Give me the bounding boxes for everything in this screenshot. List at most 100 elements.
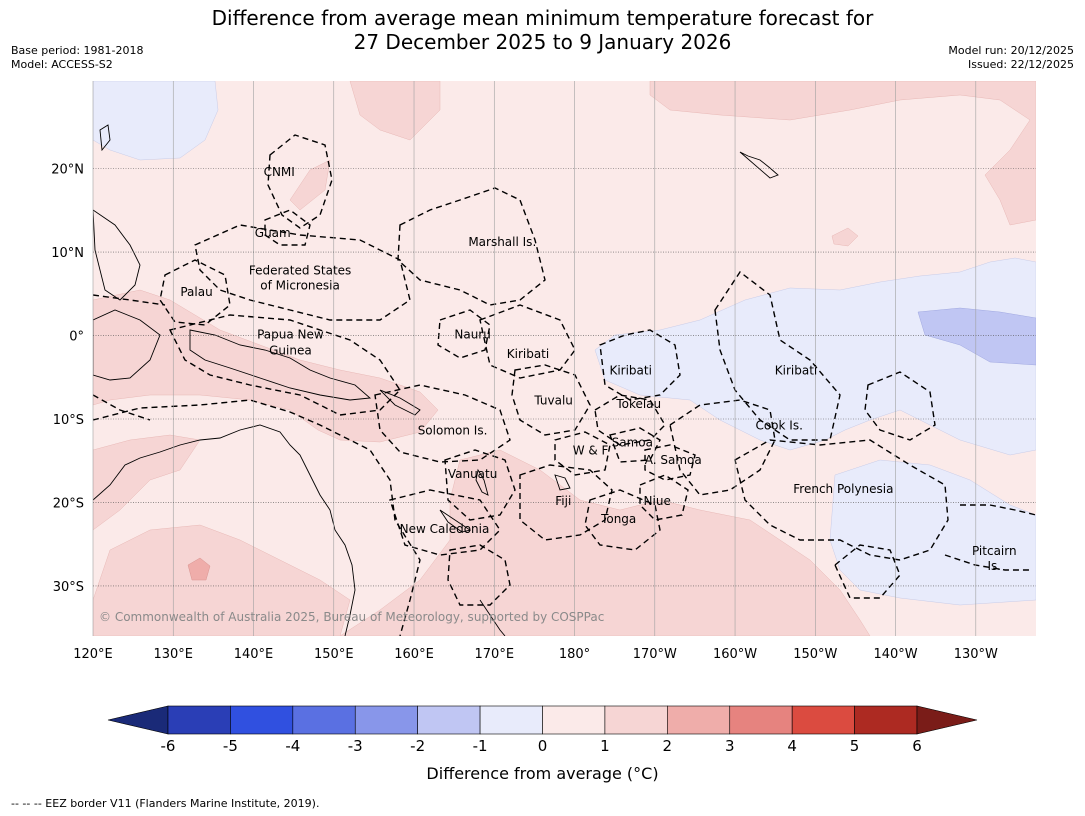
colorbar-cell [542, 705, 606, 735]
colorbar-tick-label: 0 [538, 737, 548, 755]
colorbar-tick-label: -6 [161, 737, 176, 755]
region-label: W & F [573, 444, 609, 458]
region-label: Palau [180, 285, 212, 299]
borneo-coastline [93, 309, 161, 381]
warm-anomaly-area [93, 524, 351, 636]
new-guinea-coastline [189, 329, 372, 401]
region-label: Federated States [249, 263, 351, 277]
colorbar-label: Difference from average (°C) [426, 764, 659, 783]
colorbar-tick-label: 1 [600, 737, 610, 755]
latitude-labels: 20°N 10°N 0° 10°S 20°S 30°S [51, 163, 84, 595]
colorbar-cell [729, 705, 793, 735]
eez-nauru [437, 309, 491, 359]
eez-philippines [93, 294, 166, 306]
colorbar-tick-label: -2 [410, 737, 425, 755]
eez-fiji [519, 464, 613, 541]
warm-anomaly-core [187, 557, 211, 581]
issued-text: Issued: 22/12/2025 [967, 58, 1074, 71]
eez-palau [159, 259, 231, 326]
latitude-tick-label: 10°N [51, 246, 84, 261]
map-title-line2: 27 December 2025 to 9 January 2026 [353, 30, 732, 54]
warm-anomaly-area [289, 159, 331, 211]
region-label: Tokelau [615, 397, 661, 411]
warm-anomaly-area [339, 449, 871, 636]
colorbar-tick-label: 3 [725, 737, 735, 755]
eez-tonga [584, 489, 661, 551]
longitude-tick-label: 170°W [633, 647, 677, 662]
colorbar-tick-label: -4 [285, 737, 300, 755]
eez-pitcairn-south [944, 554, 1030, 571]
eez-french-polynesia-south [834, 544, 901, 599]
model-run-text: Model run: 20/12/2025 [948, 44, 1074, 57]
region-label: Solomon Is. [418, 424, 488, 438]
region-label: of Micronesia [260, 278, 340, 292]
region-label: New Caledonia [400, 522, 490, 536]
region-label: Tonga [600, 512, 636, 526]
longitude-tick-label: 140°W [873, 647, 917, 662]
colorbar-tick-label: -5 [223, 737, 238, 755]
eez-guam [264, 209, 311, 246]
map-title: Difference from average mean minimum tem… [0, 6, 1085, 54]
eez-wallis [554, 431, 611, 476]
colorbar-cell [167, 705, 231, 735]
region-label: Samoa [612, 435, 653, 449]
region-label: Marshall Is. [468, 235, 536, 249]
region-label: Niue [644, 494, 671, 508]
colorbar: -6 -5 -4 -3 -2 -1 0 1 2 3 4 5 6 [107, 705, 978, 755]
longitude-tick-label: 160°W [713, 647, 757, 662]
region-label: Tuvalu [533, 394, 573, 408]
latitude-tick-label: 20°S [53, 496, 84, 511]
colorbar-cell [417, 705, 481, 735]
cool-anomaly-core [917, 307, 1036, 366]
eez-cnmi [267, 134, 333, 229]
new-zealand-coastline [479, 599, 506, 636]
colorbar-tick-label: 5 [850, 737, 860, 755]
longitude-tick-label: 130°W [954, 647, 998, 662]
map-title-line1: Difference from average mean minimum tem… [211, 6, 874, 30]
colorbar-cell [230, 705, 294, 735]
region-label: CNMI [264, 165, 295, 179]
colorbar-cell [292, 705, 356, 735]
longitude-tick-label: 150°W [793, 647, 837, 662]
map-gridlines [92, 81, 1036, 636]
eez-new-caledonia [389, 489, 501, 556]
warm-anomaly-area [649, 81, 1036, 226]
region-label: Guam [255, 226, 291, 240]
eez-legend-note: -- -- -- EEZ border V11 (Flanders Marine… [11, 797, 320, 810]
eez-fsm [194, 224, 411, 321]
region-label: Kiribati [507, 347, 549, 361]
longitude-tick-label: 160°E [394, 647, 434, 662]
taiwan-coastline [99, 124, 111, 152]
anomaly-shading [93, 81, 1036, 636]
eez-australia [93, 399, 421, 636]
solomon-islands-coastline [379, 389, 421, 416]
eez-solomon [374, 384, 511, 463]
cool-anomaly-area [829, 459, 1036, 606]
longitude-tick-label: 150°E [314, 647, 354, 662]
eez-cook [669, 399, 776, 496]
latitude-tick-label: 0° [69, 330, 84, 345]
eez-niue [639, 474, 689, 521]
latitude-tick-label: 20°N [51, 163, 84, 178]
colorbar-min-extend [107, 705, 169, 735]
eez-marshall [397, 187, 546, 306]
coastlines [93, 124, 779, 636]
base-period-text: Base period: 1981-2018 [11, 44, 144, 57]
eez-tuvalu [511, 364, 591, 436]
longitude-tick-label: 180° [559, 647, 590, 662]
eez-pitcairn [960, 504, 1036, 516]
philippines-coastline [93, 209, 141, 301]
region-label: Kiribati [609, 364, 651, 378]
longitude-tick-label: 120°E [73, 647, 113, 662]
colorbar-cell [667, 705, 731, 735]
eez-kiribati-phoenix [599, 329, 681, 401]
new-caledonia-coastline [439, 509, 472, 533]
colorbar-max-extend [916, 705, 978, 735]
colorbar-cell [791, 705, 855, 735]
colorbar-tick-label: -1 [473, 737, 488, 755]
warm-anomaly-area [93, 289, 439, 443]
region-label: Pitcairn [972, 544, 1017, 558]
vanuatu-coastline [475, 468, 489, 496]
region-label: Vanuatu [448, 467, 498, 481]
